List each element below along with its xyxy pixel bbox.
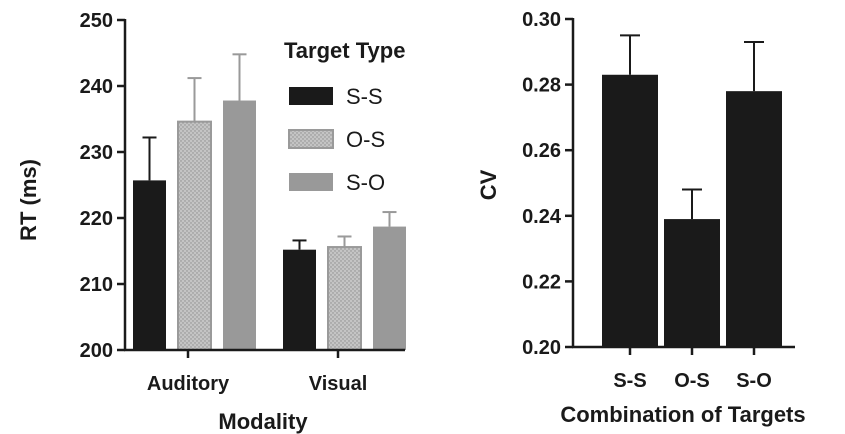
y-tick-label: 230 xyxy=(80,142,113,164)
rt-axes xyxy=(123,19,405,352)
bar-s-s xyxy=(602,74,658,347)
legend-label-s-s: S-S xyxy=(346,84,383,109)
legend-swatch-o-s xyxy=(288,129,334,149)
cv-axes xyxy=(571,18,795,349)
bar-s-o-visual xyxy=(373,226,406,350)
y-tick-label: 0.30 xyxy=(522,9,561,31)
legend-label-o-s: O-S xyxy=(346,127,385,152)
y-tick-label: 0.22 xyxy=(522,271,561,293)
y-tick-label: 220 xyxy=(80,208,113,230)
y-tick-label: 0.26 xyxy=(522,140,561,162)
x-tick-label-s-o: S-O xyxy=(736,370,772,392)
rt-y-ticks: 200 210 220 230 240 250 xyxy=(80,10,125,362)
legend-swatch-s-o xyxy=(289,173,333,191)
rt-legend: Target Type S-S O-S S-O xyxy=(284,38,405,195)
y-tick-label: 0.20 xyxy=(522,337,561,359)
bar-s-s-auditory xyxy=(133,180,166,350)
bar-o-s xyxy=(664,219,720,347)
rt-bar-chart: 200 210 220 230 240 250 Auditory Visual RT (ms… xyxy=(16,10,406,434)
x-tick-label-visual: Visual xyxy=(309,373,368,395)
y-tick-label: 240 xyxy=(80,76,113,98)
cv-x-axis-title: Combination of Targets xyxy=(560,402,805,427)
cv-y-ticks: 0.20 0.22 0.24 0.26 0.28 0.30 xyxy=(522,9,573,359)
y-tick-label: 200 xyxy=(80,340,113,362)
cv-y-axis-title: CV xyxy=(476,169,501,200)
x-tick-label-auditory: Auditory xyxy=(147,373,230,395)
cv-bars xyxy=(602,34,782,347)
x-tick-label-o-s: O-S xyxy=(674,370,710,392)
rt-x-axis-title: Modality xyxy=(218,409,308,434)
y-tick-label: 210 xyxy=(80,274,113,296)
rt-x-ticks: Auditory Visual xyxy=(147,350,367,395)
bar-s-o-auditory xyxy=(223,100,256,351)
bar-s-o xyxy=(726,91,782,347)
rt-y-axis-title: RT (ms) xyxy=(16,159,41,241)
cv-bar-chart: 0.20 0.22 0.24 0.26 0.28 0.30 S-S O-S S-O CV Co… xyxy=(476,9,806,427)
bar-o-s-visual xyxy=(327,246,362,351)
rt-bars xyxy=(133,53,406,351)
legend-label-s-o: S-O xyxy=(346,170,385,195)
legend-title: Target Type xyxy=(284,38,405,63)
y-tick-label: 250 xyxy=(80,10,113,32)
y-tick-label: 0.28 xyxy=(522,75,561,97)
legend-swatch-s-s xyxy=(289,87,333,105)
y-tick-label: 0.24 xyxy=(522,206,562,228)
bar-s-s-visual xyxy=(283,249,316,350)
bar-o-s-auditory xyxy=(177,120,212,351)
cv-x-ticks: S-S O-S S-O xyxy=(613,347,772,392)
x-tick-label-s-s: S-S xyxy=(613,370,646,392)
